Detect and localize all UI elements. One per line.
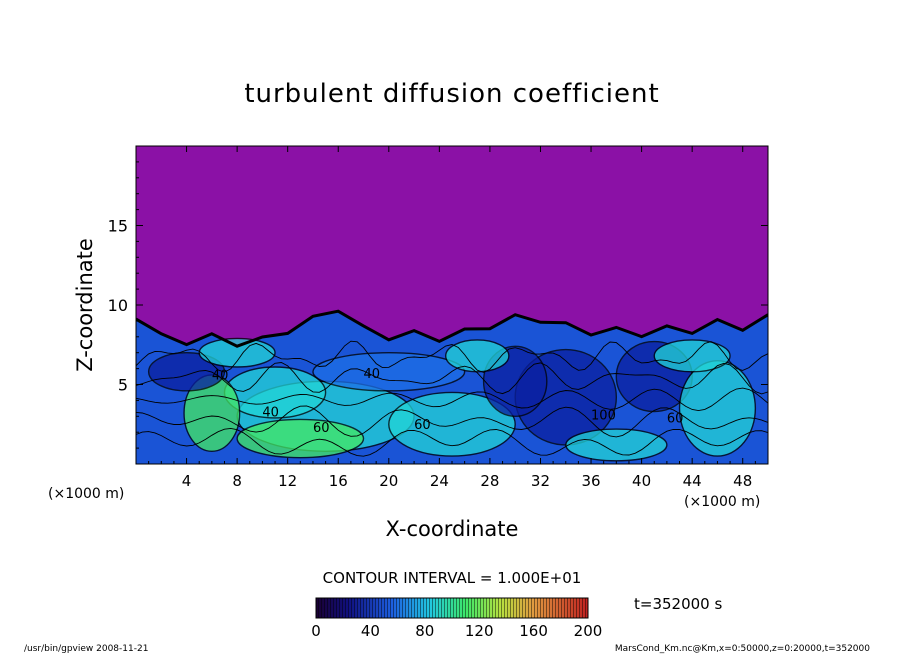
colorbar-stripes bbox=[316, 598, 588, 618]
contour-label: 60 bbox=[313, 421, 330, 436]
field-blob bbox=[565, 428, 668, 462]
field-blob bbox=[198, 337, 276, 368]
contour-line bbox=[136, 387, 768, 412]
footer-right: MarsCond_Km.nc@Km,x=0:50000,z=0:20000,t=… bbox=[615, 644, 870, 654]
contour-label: 100 bbox=[591, 408, 616, 423]
chart-title: turbulent diffusion coefficient bbox=[244, 79, 659, 109]
x-tick-label: 4 bbox=[182, 472, 192, 490]
field-blob bbox=[388, 391, 516, 457]
x-unit-left: (×1000 m) bbox=[48, 486, 124, 502]
x-tick-label: 8 bbox=[232, 472, 242, 490]
colorbar-ticks: 0 40 80 120 160 200 bbox=[311, 622, 602, 640]
plot-field: 40 40 40 60 60 60 100 bbox=[136, 146, 768, 464]
x-axis-label: X-coordinate bbox=[386, 517, 519, 541]
colorbar-tick-label: 0 bbox=[311, 622, 321, 640]
colorbar-tick-label: 160 bbox=[519, 622, 548, 640]
field-blob bbox=[444, 339, 510, 373]
contour-line bbox=[136, 340, 768, 373]
colorbar-frame bbox=[315, 597, 589, 619]
colorbar-tick-label: 120 bbox=[465, 622, 494, 640]
contour-line bbox=[136, 362, 768, 395]
contour-interval: CONTOUR INTERVAL = 1.000E+01 bbox=[323, 569, 582, 587]
x-tick-label: 28 bbox=[480, 472, 499, 490]
y-tick-label: 5 bbox=[118, 376, 128, 395]
y-axis-label: Z-coordinate bbox=[73, 238, 97, 372]
x-unit-right: (×1000 m) bbox=[684, 494, 760, 510]
contour-line bbox=[136, 427, 768, 457]
footer-left: /usr/bin/gpview 2008-11-21 bbox=[24, 644, 148, 654]
y-tick-label: 10 bbox=[108, 296, 128, 315]
field-blob bbox=[236, 418, 365, 459]
field-blob bbox=[678, 359, 757, 457]
contour-label: 40 bbox=[212, 369, 229, 384]
colorbar-tick-label: 80 bbox=[415, 622, 434, 640]
contour-lines: 40 40 40 60 60 60 100 bbox=[136, 340, 768, 457]
colorbar: 0 40 80 120 160 200 bbox=[311, 597, 602, 640]
y-axis: 5 10 15 bbox=[108, 161, 768, 449]
contour-label: 60 bbox=[414, 418, 431, 433]
contour-line bbox=[136, 405, 768, 438]
turbulent-layer-contour bbox=[136, 309, 768, 348]
contour-label: 60 bbox=[667, 412, 684, 427]
colorbar-tick-label: 40 bbox=[361, 622, 380, 640]
y-tick-label: 15 bbox=[108, 217, 128, 236]
x-tick-label: 20 bbox=[379, 472, 398, 490]
colorbar-tick-label: 200 bbox=[574, 622, 603, 640]
field-blob bbox=[312, 352, 466, 392]
x-tick-label: 12 bbox=[278, 472, 297, 490]
contour-label: 40 bbox=[364, 367, 381, 382]
x-tick-label: 24 bbox=[430, 472, 449, 490]
x-axis: 4 8 12 16 20 24 28 32 36 40 44 48 bbox=[148, 146, 756, 490]
x-tick-label: 40 bbox=[632, 472, 651, 490]
x-tick-label: 48 bbox=[733, 472, 752, 490]
x-tick-label: 44 bbox=[683, 472, 702, 490]
contour-label: 40 bbox=[262, 405, 279, 420]
time-label: t=352000 s bbox=[634, 595, 722, 613]
x-tick-label: 36 bbox=[581, 472, 600, 490]
x-tick-label: 16 bbox=[329, 472, 348, 490]
x-tick-label: 32 bbox=[531, 472, 550, 490]
